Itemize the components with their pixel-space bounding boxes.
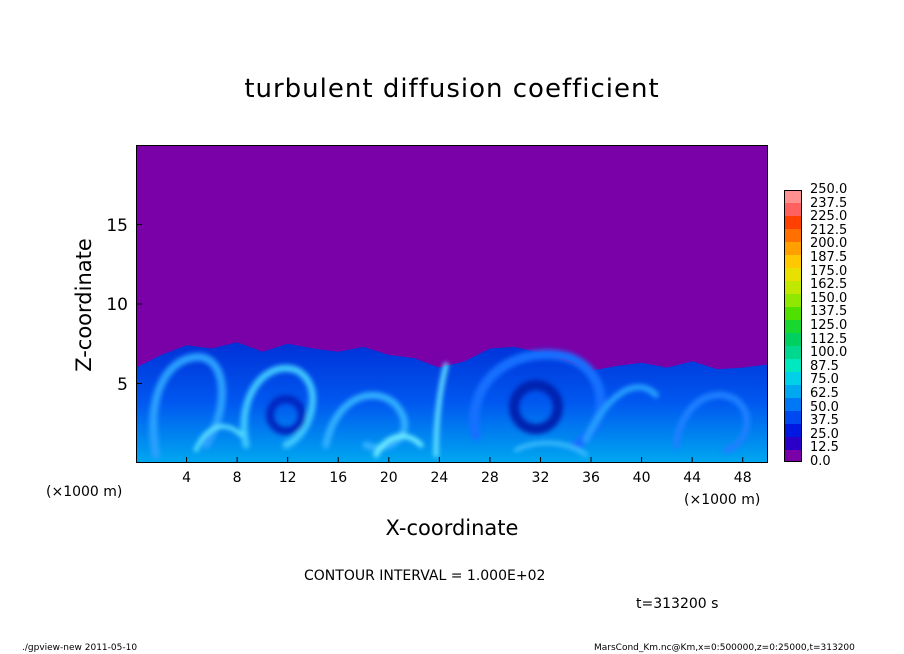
y-tick-label: 15 — [106, 215, 128, 236]
colorbar-segment — [784, 319, 802, 333]
colorbar-segment — [784, 449, 802, 463]
y-tick-label: 5 — [117, 374, 128, 395]
y-axis-title: Z-coordinate — [72, 238, 96, 372]
colorbar-label: 0.0 — [810, 454, 831, 469]
colorbar-segment — [784, 384, 802, 398]
colorbar-segment — [784, 293, 802, 308]
colorbar — [784, 190, 802, 463]
colorbar-label: 212.5 — [810, 222, 848, 238]
plot-frame — [136, 145, 768, 463]
colorbar-segment — [784, 410, 802, 424]
x-tick-label: 24 — [430, 470, 449, 486]
colorbar-label: 25.0 — [810, 426, 839, 442]
colorbar-label: 162.5 — [810, 277, 848, 293]
x-tick-label: 48 — [733, 470, 752, 486]
x-axis-unit: (×1000 m) — [684, 492, 761, 508]
heatmap-plot — [136, 145, 768, 463]
colorbar-segment — [784, 267, 802, 282]
y-tick-label: 10 — [106, 295, 128, 315]
colorbar-label: 125.0 — [810, 318, 848, 333]
colorbar-segment — [784, 332, 802, 346]
x-tick-label: 32 — [531, 470, 550, 486]
y-axis-unit: (×1000 m) — [46, 484, 123, 500]
colorbar-segment — [784, 436, 802, 450]
x-tick-label: 36 — [582, 470, 600, 486]
colorbar-label: 62.5 — [810, 386, 839, 401]
colorbar-frame — [784, 190, 802, 462]
colorbar-label: 187.5 — [810, 250, 848, 265]
colorbar-segment — [784, 358, 802, 372]
colorbar-segment — [784, 202, 802, 217]
colorbar-segment — [784, 345, 802, 359]
colorbar-segment — [784, 254, 802, 269]
colorbar-label: 50.0 — [810, 399, 839, 415]
colorbar-segment — [784, 397, 802, 411]
colorbar-label: 100.0 — [810, 345, 848, 361]
colorbar-label: 200.0 — [810, 236, 848, 252]
x-tick-label: 12 — [278, 470, 297, 486]
x-tick-label: 4 — [182, 470, 192, 486]
footer-left: ./gpview-new 2011-05-10 — [22, 643, 138, 653]
colorbar-label: 137.5 — [810, 304, 848, 320]
colorbar-label: 75.0 — [810, 372, 839, 388]
colorbar-segment — [784, 190, 802, 204]
colorbar-label: 175.0 — [810, 263, 848, 279]
colorbar-label: 87.5 — [810, 358, 839, 374]
colorbar-label: 237.5 — [810, 195, 848, 211]
colorbar-segment — [784, 228, 802, 243]
x-tick-label: 40 — [632, 470, 651, 486]
colorbar-label: 225.0 — [810, 209, 848, 225]
colorbar-label: 150.0 — [810, 290, 848, 306]
colorbar-label: 37.5 — [810, 413, 839, 429]
x-tick-label: 44 — [683, 470, 702, 486]
colorbar-label: 250.0 — [810, 182, 848, 197]
colorbar-segment — [784, 241, 802, 256]
colorbar-segment — [784, 215, 802, 230]
eddy-swirls — [149, 349, 751, 459]
contour-interval: CONTOUR INTERVAL = 1.000E+02 — [304, 568, 546, 584]
chart-title: turbulent diffusion coefficient — [244, 74, 660, 104]
x-tick-label: 28 — [480, 470, 499, 486]
time-label: t=313200 s — [636, 596, 719, 612]
colorbar-label: 12.5 — [810, 440, 839, 456]
colorbar-segment — [784, 306, 802, 320]
x-tick-label: 8 — [232, 470, 242, 486]
footer-right: MarsCond_Km.nc@Km,x=0:500000,z=0:25000,t… — [594, 643, 855, 653]
colorbar-segment — [784, 423, 802, 437]
x-tick-label: 20 — [379, 470, 398, 486]
x-axis-title: X-coordinate — [385, 516, 519, 540]
colorbar-label: 112.5 — [810, 331, 848, 347]
x-tick-label: 16 — [329, 470, 348, 486]
colorbar-segment — [784, 371, 802, 385]
colorbar-segment — [784, 280, 802, 295]
